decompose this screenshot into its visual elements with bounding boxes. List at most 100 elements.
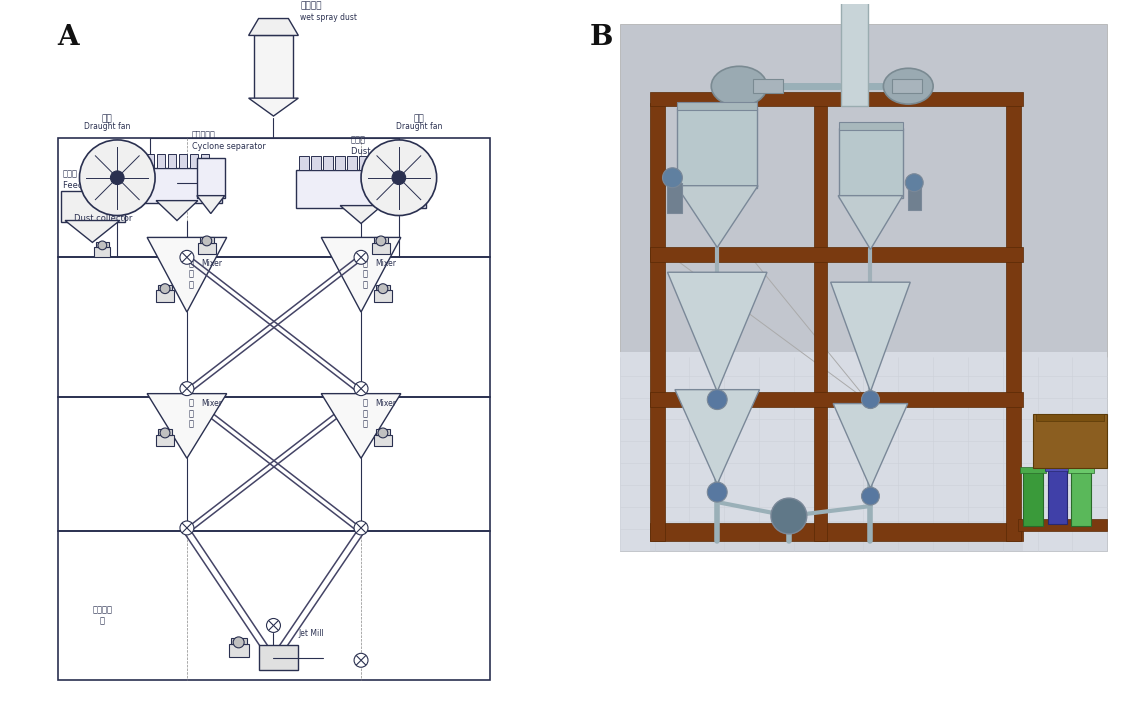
Bar xyxy=(753,79,783,93)
Bar xyxy=(199,237,214,242)
Text: 除尘器
Dust collector: 除尘器 Dust collector xyxy=(351,136,410,156)
Bar xyxy=(677,108,757,187)
Text: Mixer: Mixer xyxy=(200,260,222,268)
Bar xyxy=(157,429,172,435)
Bar xyxy=(892,79,923,93)
Polygon shape xyxy=(838,196,903,250)
Polygon shape xyxy=(321,394,401,458)
Circle shape xyxy=(111,171,125,184)
Text: 混
合
机: 混 合 机 xyxy=(363,260,368,289)
Text: 风机: 风机 xyxy=(413,114,424,123)
Circle shape xyxy=(180,382,194,395)
Bar xyxy=(376,429,391,435)
Bar xyxy=(619,24,1107,551)
Polygon shape xyxy=(156,201,198,220)
Bar xyxy=(61,191,126,222)
Polygon shape xyxy=(668,272,767,392)
Circle shape xyxy=(266,618,281,633)
Text: 混
合
机: 混 合 机 xyxy=(363,398,368,428)
Text: A: A xyxy=(58,24,79,51)
Bar xyxy=(58,138,490,257)
Bar xyxy=(231,638,247,644)
Bar xyxy=(814,103,826,541)
Bar xyxy=(1022,471,1043,526)
Circle shape xyxy=(378,284,388,294)
Bar xyxy=(1018,519,1107,531)
Bar xyxy=(908,182,921,209)
Bar xyxy=(359,156,369,169)
Bar xyxy=(156,290,174,302)
Bar xyxy=(650,103,664,541)
Circle shape xyxy=(354,521,368,535)
Text: Mixer: Mixer xyxy=(200,398,222,408)
Bar xyxy=(374,237,388,242)
Circle shape xyxy=(708,482,727,502)
Bar xyxy=(229,644,249,657)
Bar xyxy=(197,158,225,197)
Bar xyxy=(1047,469,1067,524)
Circle shape xyxy=(771,498,807,534)
Polygon shape xyxy=(321,237,401,312)
Text: 风机: 风机 xyxy=(102,114,113,123)
Bar xyxy=(650,92,1022,106)
Bar xyxy=(335,156,345,169)
Circle shape xyxy=(354,382,368,395)
Text: 混
合
机: 混 合 机 xyxy=(189,260,194,289)
Bar xyxy=(254,36,293,100)
Ellipse shape xyxy=(711,66,767,106)
Bar xyxy=(841,0,868,106)
Bar xyxy=(374,290,392,302)
Bar xyxy=(132,168,222,202)
Text: Mixer: Mixer xyxy=(375,398,396,408)
Bar xyxy=(1045,465,1071,471)
Bar xyxy=(839,122,903,130)
Bar xyxy=(374,435,392,446)
Bar xyxy=(371,156,381,169)
Bar xyxy=(155,172,180,184)
Text: Draught fan: Draught fan xyxy=(84,122,130,131)
Text: 旋风分离器
Cyclone separator: 旋风分离器 Cyclone separator xyxy=(192,131,266,151)
Text: 混
合
机: 混 合 机 xyxy=(189,398,194,428)
Polygon shape xyxy=(147,237,226,312)
Bar xyxy=(168,154,175,168)
Circle shape xyxy=(906,174,924,192)
Text: Jet Mill: Jet Mill xyxy=(299,629,324,638)
Bar xyxy=(299,156,309,169)
Circle shape xyxy=(180,521,194,535)
Circle shape xyxy=(180,250,194,265)
Bar xyxy=(94,247,110,257)
Polygon shape xyxy=(147,394,226,458)
Bar xyxy=(650,523,1022,541)
Circle shape xyxy=(708,390,727,410)
Polygon shape xyxy=(340,206,381,224)
Bar xyxy=(324,156,333,169)
Circle shape xyxy=(662,168,683,187)
Text: 气流粉碎
机: 气流粉碎 机 xyxy=(93,606,112,626)
Polygon shape xyxy=(833,403,908,488)
Bar xyxy=(311,156,321,169)
Ellipse shape xyxy=(883,68,933,104)
Text: 除尘器
Dust collector: 除尘器 Dust collector xyxy=(74,202,132,222)
Bar xyxy=(146,154,154,168)
Text: 投料箱
Feeding box: 投料箱 Feeding box xyxy=(62,169,114,189)
Bar xyxy=(1069,468,1095,473)
Bar xyxy=(190,154,198,168)
Text: Mixer: Mixer xyxy=(375,260,396,268)
Polygon shape xyxy=(677,186,758,247)
Bar xyxy=(650,247,1022,262)
Bar xyxy=(650,521,1022,551)
Circle shape xyxy=(861,487,880,505)
Bar xyxy=(348,156,357,169)
Text: B: B xyxy=(590,24,614,51)
Bar xyxy=(58,531,490,680)
Circle shape xyxy=(79,140,155,215)
Circle shape xyxy=(361,140,437,215)
Polygon shape xyxy=(831,282,910,392)
Circle shape xyxy=(376,236,386,246)
Bar xyxy=(1036,413,1105,421)
Bar xyxy=(258,646,299,670)
Circle shape xyxy=(378,428,388,438)
Bar xyxy=(1005,103,1021,541)
Bar xyxy=(1020,468,1046,473)
Bar xyxy=(668,183,683,212)
